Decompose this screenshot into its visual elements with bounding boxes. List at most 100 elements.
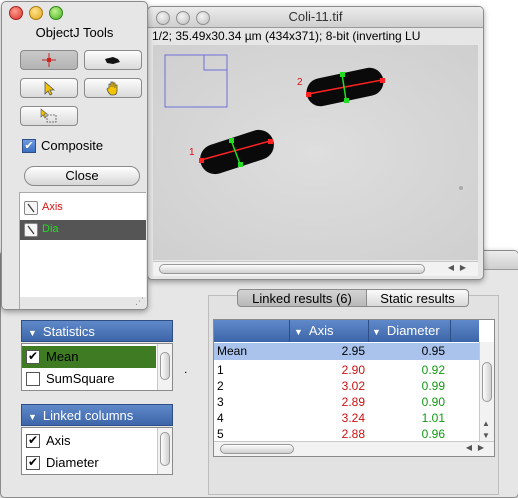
image-titlebar: Coli-11.tif	[148, 7, 483, 28]
object-types-list: Axis Dia	[20, 192, 146, 297]
pointing-hand-tool-button[interactable]	[84, 50, 142, 70]
axis-cell: 3.24	[341, 411, 365, 425]
crosshair-icon	[42, 53, 56, 67]
disclosure-triangle-icon: ▼	[28, 412, 37, 422]
object-type-dia[interactable]: Dia	[20, 220, 146, 240]
diameter-checkbox[interactable]: ✔	[26, 454, 40, 470]
navigator-roi	[164, 54, 228, 108]
object-label-2: 2	[297, 77, 303, 88]
column-header-axis[interactable]: ▼ Axis	[294, 323, 334, 338]
mean-axis: 2.95	[341, 344, 365, 358]
linked-columns-list: ✔ Axis ✔ Diameter	[21, 427, 173, 475]
table-row[interactable]: 2 3.02 0.99	[214, 378, 479, 394]
bacterium-1	[200, 129, 274, 175]
diameter-cell: 1.01	[421, 411, 445, 425]
row-number: 5	[217, 427, 224, 441]
statistics-scrollbar[interactable]	[157, 344, 172, 390]
row-number: 3	[217, 395, 224, 409]
axis-cell: 2.90	[341, 363, 365, 377]
axis-endpoint-icon[interactable]	[380, 78, 385, 83]
close-button[interactable]: Close	[24, 166, 140, 186]
linked-columns-scroll-thumb[interactable]	[160, 432, 170, 466]
tools-title: ObjectJ Tools	[35, 25, 114, 40]
selected-row-highlight	[22, 346, 156, 368]
line-icon	[24, 201, 38, 215]
sumsquare-checkbox[interactable]	[26, 371, 40, 386]
hand-icon	[106, 81, 118, 96]
axis-cell: 2.88	[341, 427, 365, 441]
composite-checkbox[interactable]: ✔	[22, 138, 36, 153]
mean-row[interactable]: Mean 2.95 0.95	[214, 343, 479, 360]
linked-columns-scrollbar[interactable]	[157, 428, 172, 474]
tools-minimize-button[interactable]	[29, 6, 43, 20]
navigator-roi-inner	[203, 54, 228, 71]
diameter-line-2	[341, 73, 347, 101]
image-info-line: 1/2; 35.49x30.34 µm (434x371); 8-bit (in…	[152, 29, 421, 43]
results-hscrollbar[interactable]: ◀ ▶	[214, 441, 494, 456]
image-minimize-button[interactable]	[176, 11, 190, 25]
object-type-axis[interactable]: Axis	[20, 198, 146, 218]
axis-endpoint-icon[interactable]	[306, 92, 311, 97]
image-zoom-button[interactable]	[196, 11, 210, 25]
image-hscroll-thumb[interactable]	[159, 264, 425, 274]
row-number: 2	[217, 379, 224, 393]
results-table-header: ▼ Axis ▼ Diameter	[214, 320, 479, 342]
table-row[interactable]: 5 2.88 0.96	[214, 426, 479, 442]
scroll-up-arrow-icon[interactable]: ▲	[482, 419, 490, 428]
linked-column-axis-option[interactable]: ✔ Axis	[26, 432, 71, 448]
image-close-button[interactable]	[156, 11, 170, 25]
speck	[459, 186, 463, 190]
objectj-tools-window: ObjectJ Tools ✔ Composite Close	[1, 1, 148, 310]
tab-static-results[interactable]: Static results	[366, 289, 469, 307]
statistics-scroll-thumb[interactable]	[160, 352, 170, 380]
results-hscroll-thumb[interactable]	[220, 444, 294, 454]
image-canvas[interactable]: 1 2	[153, 45, 478, 260]
statistic-mean-option[interactable]: ✔ Mean	[26, 348, 79, 364]
object-type-axis-label: Axis	[42, 201, 63, 213]
hand-tool-button[interactable]	[84, 78, 142, 98]
diameter-line-1	[230, 139, 241, 165]
composite-option[interactable]: ✔ Composite	[22, 138, 103, 154]
scroll-right-arrow-icon[interactable]: ▶	[477, 443, 484, 452]
scroll-left-arrow-icon[interactable]: ◀	[447, 263, 454, 272]
diameter-cell: 0.96	[421, 427, 445, 441]
diameter-endpoint-icon[interactable]	[229, 138, 234, 143]
results-table-container: ▼ Axis ▼ Diameter Mean 2.95 0.95 1 2.90 0.92…	[213, 319, 495, 457]
small-mark: ˙	[184, 369, 189, 385]
resize-grip-icon[interactable]: ⋰	[135, 296, 144, 306]
results-vscrollbar[interactable]: ▲ ▼	[479, 342, 494, 442]
column-header-diameter[interactable]: ▼ Diameter	[372, 323, 440, 338]
move-tool-button[interactable]	[20, 106, 78, 126]
scroll-right-arrow-icon[interactable]: ▶	[459, 263, 466, 272]
axis-endpoint-icon[interactable]	[268, 139, 273, 144]
table-row[interactable]: 1 2.90 0.92	[214, 362, 479, 378]
linked-columns-header[interactable]: ▼ Linked columns	[21, 404, 173, 426]
pointing-hand-icon	[105, 57, 120, 64]
diameter-cell: 0.92	[421, 363, 445, 377]
axis-checkbox[interactable]: ✔	[26, 432, 40, 448]
tab-linked-results[interactable]: Linked results (6)	[237, 289, 367, 307]
select-arrow-tool-button[interactable]	[20, 78, 78, 98]
image-window-title: Coli-11.tif	[288, 9, 343, 24]
tools-close-button[interactable]	[9, 6, 23, 20]
mean-checkbox[interactable]: ✔	[26, 348, 40, 364]
diameter-endpoint-icon[interactable]	[340, 72, 345, 77]
table-row[interactable]: 3 2.89 0.90	[214, 394, 479, 410]
axis-endpoint-icon[interactable]	[199, 158, 204, 163]
image-hscrollbar[interactable]: ◀ ▶	[153, 261, 478, 276]
axis-cell: 3.02	[341, 379, 365, 393]
scroll-down-arrow-icon[interactable]: ▼	[482, 431, 490, 440]
statistic-sumsquare-option[interactable]: SumSquare	[26, 369, 115, 389]
diameter-endpoint-icon[interactable]	[238, 162, 243, 167]
linked-column-diameter-option[interactable]: ✔ Diameter	[26, 454, 99, 470]
diameter-cell: 0.99	[421, 379, 445, 393]
diameter-endpoint-icon[interactable]	[344, 98, 349, 103]
tools-zoom-button[interactable]	[49, 6, 63, 20]
results-vscroll-thumb[interactable]	[482, 362, 492, 402]
mean-diameter: 0.95	[421, 344, 445, 358]
statistics-header[interactable]: ▼ Statistics	[21, 320, 173, 342]
axis-cell: 2.89	[341, 395, 365, 409]
marker-tool-button[interactable]	[20, 50, 78, 70]
table-row[interactable]: 4 3.24 1.01	[214, 410, 479, 426]
scroll-left-arrow-icon[interactable]: ◀	[465, 443, 472, 452]
